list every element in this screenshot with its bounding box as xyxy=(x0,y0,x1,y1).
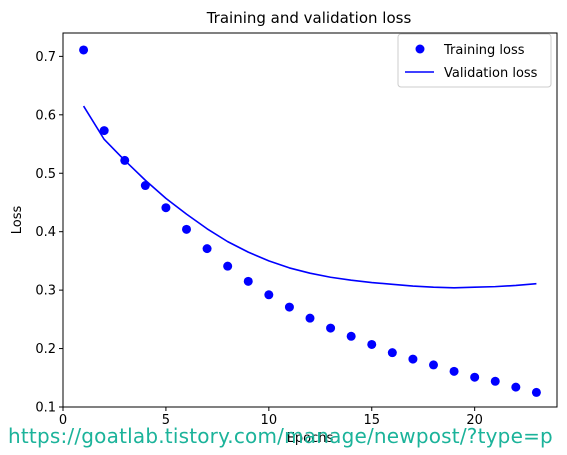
point-training-loss xyxy=(284,302,294,312)
point-training-loss xyxy=(531,387,541,397)
legend-label-training-loss: Training loss xyxy=(443,43,525,58)
point-training-loss xyxy=(490,376,500,386)
point-training-loss xyxy=(202,244,212,254)
point-training-loss xyxy=(243,276,253,286)
y-tick-label: 0.1 xyxy=(35,401,56,416)
y-tick-label: 0.7 xyxy=(35,50,56,65)
point-training-loss xyxy=(182,224,191,234)
legend: Training loss Validation loss xyxy=(397,33,552,88)
y-tick-label: 0.3 xyxy=(35,284,56,299)
y-axis-label: Loss xyxy=(10,206,25,235)
y-tick-label: 0.4 xyxy=(35,225,56,240)
y-tick-label: 0.6 xyxy=(35,108,56,123)
point-training-loss xyxy=(408,354,418,364)
point-training-loss xyxy=(387,348,397,358)
x-tick-label: 5 xyxy=(162,413,170,428)
legend-label-validation-loss: Validation loss xyxy=(444,66,538,81)
watermark-url: https://goatlab.tistory.com/manage/newpo… xyxy=(8,424,553,448)
point-training-loss xyxy=(511,382,521,392)
x-tick-label: 10 xyxy=(261,413,278,428)
point-training-loss xyxy=(449,366,459,376)
x-axis-label: Epochs xyxy=(287,431,334,446)
plot-frame xyxy=(62,32,558,408)
point-training-loss xyxy=(429,360,438,370)
legend-marker-training-loss xyxy=(415,44,425,54)
axis-ticks: 0 5 10 15 20 0.1 0.2 0.3 0.4 0.5 0.6 0.7 xyxy=(35,50,483,428)
point-training-loss xyxy=(470,372,480,382)
point-training-loss xyxy=(161,203,171,213)
y-tick-label: 0.2 xyxy=(35,342,56,357)
legend-box xyxy=(397,33,552,88)
point-training-loss xyxy=(305,313,315,323)
point-training-loss xyxy=(326,323,336,333)
chart-title: Training and validation loss xyxy=(206,9,412,27)
y-tick-label: 0.5 xyxy=(35,167,56,182)
point-training-loss xyxy=(223,261,233,271)
plot-area xyxy=(79,45,541,397)
point-training-loss xyxy=(346,331,356,341)
point-training-loss xyxy=(99,126,109,136)
point-training-loss xyxy=(367,339,377,349)
point-training-loss xyxy=(264,290,274,300)
x-tick-label: 15 xyxy=(363,413,380,428)
x-tick-label: 0 xyxy=(59,413,67,428)
series-line-validation-loss xyxy=(82,105,537,289)
point-training-loss xyxy=(79,45,89,55)
x-tick-label: 20 xyxy=(466,413,483,428)
